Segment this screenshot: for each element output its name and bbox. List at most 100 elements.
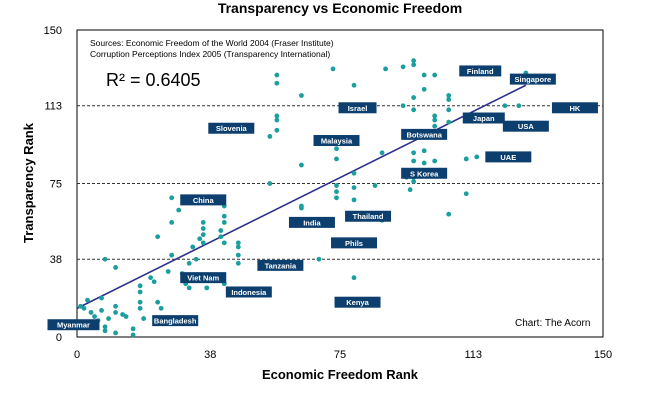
data-point [446, 97, 452, 102]
country-label-text: Tanzania [265, 261, 297, 270]
data-point [169, 195, 175, 201]
data-point [446, 211, 452, 217]
country-label-text: Slovenia [216, 124, 248, 133]
data-point [379, 150, 385, 156]
data-point [463, 191, 469, 197]
country-label: HK [551, 102, 598, 114]
data-point [267, 134, 273, 139]
data-point [200, 226, 206, 231]
data-point [432, 113, 438, 119]
country-label-box [225, 286, 272, 298]
data-point [235, 244, 241, 250]
data-point [274, 80, 280, 86]
data-point [502, 103, 508, 109]
country-labels: Finland Singapore Israel HK Japan USA Slovenia… [47, 65, 598, 331]
data-point [193, 256, 199, 262]
country-label-box [401, 128, 448, 140]
y-tick-label: 75 [50, 179, 62, 191]
data-point [130, 332, 136, 338]
data-point [446, 119, 452, 125]
data-point [411, 95, 417, 100]
country-label-box [345, 210, 392, 222]
x-tick-label: 38 [204, 349, 216, 361]
data-point [137, 299, 143, 305]
data-point [141, 316, 147, 321]
y-tick-label: 150 [44, 25, 62, 37]
country-label-text: Japan [473, 114, 495, 123]
country-label-text: Viet Nam [187, 274, 219, 283]
data-point [102, 328, 108, 334]
data-point [106, 316, 111, 321]
x-tick-label: 0 [74, 349, 80, 361]
country-label-box [313, 135, 360, 147]
data-point [351, 82, 357, 88]
data-points [78, 58, 529, 338]
data-point [351, 275, 357, 281]
data-point [411, 58, 417, 64]
data-point [169, 252, 175, 258]
data-point [169, 219, 175, 225]
data-point [81, 305, 87, 311]
country-label-box [401, 167, 448, 179]
data-point [407, 187, 413, 193]
data-point [299, 203, 304, 209]
country-label-text: Indonesia [231, 288, 267, 297]
country-label-box [502, 120, 549, 132]
data-point [235, 260, 241, 266]
country-label-box [334, 296, 381, 308]
data-point [92, 314, 97, 319]
country-label: Finland [459, 65, 502, 77]
data-point [274, 117, 280, 123]
data-point [334, 195, 339, 201]
data-point [99, 307, 104, 313]
data-point [120, 312, 125, 317]
data-point [432, 123, 438, 129]
data-point [200, 240, 206, 246]
data-point [334, 146, 339, 152]
data-point [351, 170, 357, 176]
data-point [155, 299, 161, 305]
data-point [197, 236, 203, 242]
data-point [235, 240, 241, 246]
data-point [190, 244, 196, 250]
country-label-box [47, 319, 100, 331]
country-label-text: HK [570, 104, 581, 113]
data-point [200, 219, 206, 225]
data-point [218, 234, 224, 240]
data-point [123, 314, 129, 319]
data-point [113, 303, 118, 309]
y-tick-label: 38 [50, 254, 62, 266]
data-point [130, 326, 136, 332]
data-point [267, 181, 273, 186]
country-label-text: Finland [467, 67, 494, 76]
data-point [137, 305, 143, 311]
y-tick-label: 113 [44, 101, 62, 113]
data-point [411, 179, 417, 184]
y-tick-label: 0 [56, 332, 62, 344]
country-label: China [180, 194, 227, 206]
country-label-box [208, 122, 255, 134]
country-label: UAE [485, 151, 532, 163]
data-point [165, 269, 171, 274]
data-point [299, 162, 304, 168]
data-point [421, 72, 427, 78]
data-point [432, 158, 438, 164]
data-point [218, 228, 224, 233]
data-point [102, 324, 108, 330]
data-point [85, 297, 90, 303]
data-point [235, 252, 241, 258]
data-point [400, 64, 406, 70]
country-label: Slovenia [208, 122, 255, 134]
data-point [151, 279, 157, 285]
chart-credit: Chart: The Acorn [515, 318, 590, 329]
country-label: Thailand [345, 210, 392, 222]
data-point [204, 285, 210, 291]
data-point [113, 330, 118, 336]
country-label: Bangladesh [152, 315, 199, 327]
country-label-text: Botswana [406, 130, 442, 139]
country-label-text: Thailand [353, 212, 384, 221]
data-point [176, 207, 182, 213]
country-label: S Korea [401, 167, 448, 179]
data-point [155, 234, 161, 240]
